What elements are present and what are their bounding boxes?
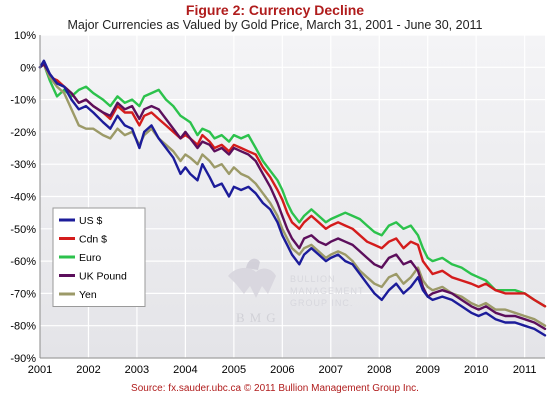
y-tick-label: -10% — [10, 95, 36, 107]
x-tick-label: 2006 — [270, 364, 294, 376]
y-tick-label: -30% — [10, 159, 36, 171]
series-line-uk — [38, 62, 547, 331]
watermark: BMG BULLION MANAGEMENT GROUP INC. — [228, 258, 365, 325]
x-tick-label: 2004 — [173, 364, 197, 376]
source-note: Source: fx.sauder.ubc.ca © 2011 Bullion … — [131, 383, 419, 394]
legend-label-yen: Yen — [79, 289, 97, 301]
legend: US $ Cdn $ Euro UK Pound Yen — [52, 207, 146, 307]
x-tick-label: 2003 — [125, 364, 149, 376]
y-tick-label: 0% — [20, 62, 36, 74]
watermark-line-1: BULLION — [290, 274, 336, 284]
x-tick-label: 2002 — [76, 364, 100, 376]
series-line-euro — [38, 62, 547, 308]
chart-title: Figure 2: Currency Decline — [185, 2, 365, 18]
chart-subtitle: Major Currencies as Valued by Gold Price… — [67, 18, 483, 32]
x-tick-label: 2005 — [222, 364, 246, 376]
legend-label-us: US $ — [79, 215, 103, 227]
x-tick-label: 2001 — [28, 364, 52, 376]
x-tick-label: 2007 — [319, 364, 343, 376]
x-tick-label: 2011 — [513, 364, 537, 376]
legend-label-cdn: Cdn $ — [79, 234, 107, 246]
y-tick-label: -80% — [10, 321, 36, 333]
axes: 10% 0% -10% -20% -30% -40% -50% -60% -70% -80% -90… — [10, 30, 545, 376]
series-line-yen — [38, 62, 547, 327]
series-lines — [38, 59, 547, 337]
series-line-us — [38, 59, 547, 337]
legend-label-uk: UK Pound — [79, 271, 127, 283]
y-tick-label: 10% — [14, 30, 36, 42]
x-tick-label: 2010 — [464, 364, 488, 376]
watermark-line-3: GROUP INC. — [290, 298, 353, 308]
y-tick-label: -70% — [10, 288, 36, 300]
y-tick-label: -60% — [10, 256, 36, 268]
legend-label-euro: Euro — [79, 252, 101, 264]
series-line-cdn — [38, 62, 547, 308]
y-tick-label: -40% — [10, 192, 36, 204]
watermark-logo-text: BMG — [236, 310, 281, 325]
watermark-line-2: MANAGEMENT — [290, 286, 365, 296]
y-tick-label: -20% — [10, 127, 36, 139]
y-tick-label: -50% — [10, 224, 36, 236]
y-tick-label: -90% — [10, 353, 36, 365]
x-tick-label: 2008 — [367, 364, 391, 376]
bmg-logo-icon — [228, 258, 276, 298]
x-tick-label: 2009 — [415, 364, 439, 376]
